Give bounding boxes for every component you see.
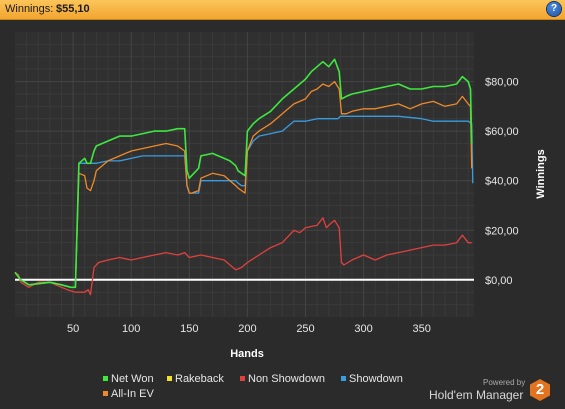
x-tick-label: 350: [413, 323, 431, 335]
question-icon[interactable]: ?: [547, 2, 561, 16]
x-tick-label: 150: [180, 323, 198, 335]
winnings-label: Winnings:: [5, 3, 54, 15]
powered-by-text: Powered by: [483, 378, 526, 387]
y-tick-label: $0,00: [485, 275, 513, 287]
x-axis-title: Hands: [230, 348, 264, 360]
winnings-chart: 50 100 150 200 250 300 350 $0,00 $20,00 $40,00 $60…: [14, 32, 547, 400]
x-tick-label: 300: [354, 323, 372, 335]
title-bar: Winnings: $55,10 ?: [0, 0, 565, 20]
series-line-all-in-ev: [14, 80, 473, 288]
legend-label-showdown: Showdown: [349, 373, 403, 385]
y-tick-label: $20,00: [485, 225, 519, 237]
legend-swatch-non-showdown: [240, 376, 245, 381]
y-axis-title: Winnings: [535, 149, 547, 198]
legend-swatch-rakeback: [167, 376, 172, 381]
powered-by-watermark: Powered by Hold'em Manager 2: [429, 376, 559, 406]
legend-label-non-showdown: Non Showdown: [248, 373, 325, 385]
legend-swatch-all-in-ev: [103, 391, 108, 396]
series-line-net-won: [14, 58, 473, 289]
series-line-non-showdown: [14, 217, 472, 296]
y-tick-label: $40,00: [485, 176, 519, 188]
legend-label-all-in-ev: All-In EV: [111, 388, 154, 400]
x-tick-label: 50: [67, 323, 79, 335]
product-name: Hold'em Manager: [429, 388, 524, 402]
hm2-logo-icon: 2: [530, 379, 550, 401]
x-tick-label: 250: [296, 323, 314, 335]
legend-swatch-net-won: [103, 376, 108, 381]
x-tick-label: 100: [122, 323, 140, 335]
x-tick-label: 200: [238, 323, 256, 335]
legend-label-rakeback: Rakeback: [175, 373, 224, 385]
winnings-value: $55,10: [56, 3, 90, 15]
legend-label-net-won: Net Won: [111, 373, 154, 385]
legend-swatch-showdown: [341, 376, 346, 381]
y-tick-label: $60,00: [485, 126, 519, 138]
y-tick-label: $80,00: [485, 77, 519, 89]
